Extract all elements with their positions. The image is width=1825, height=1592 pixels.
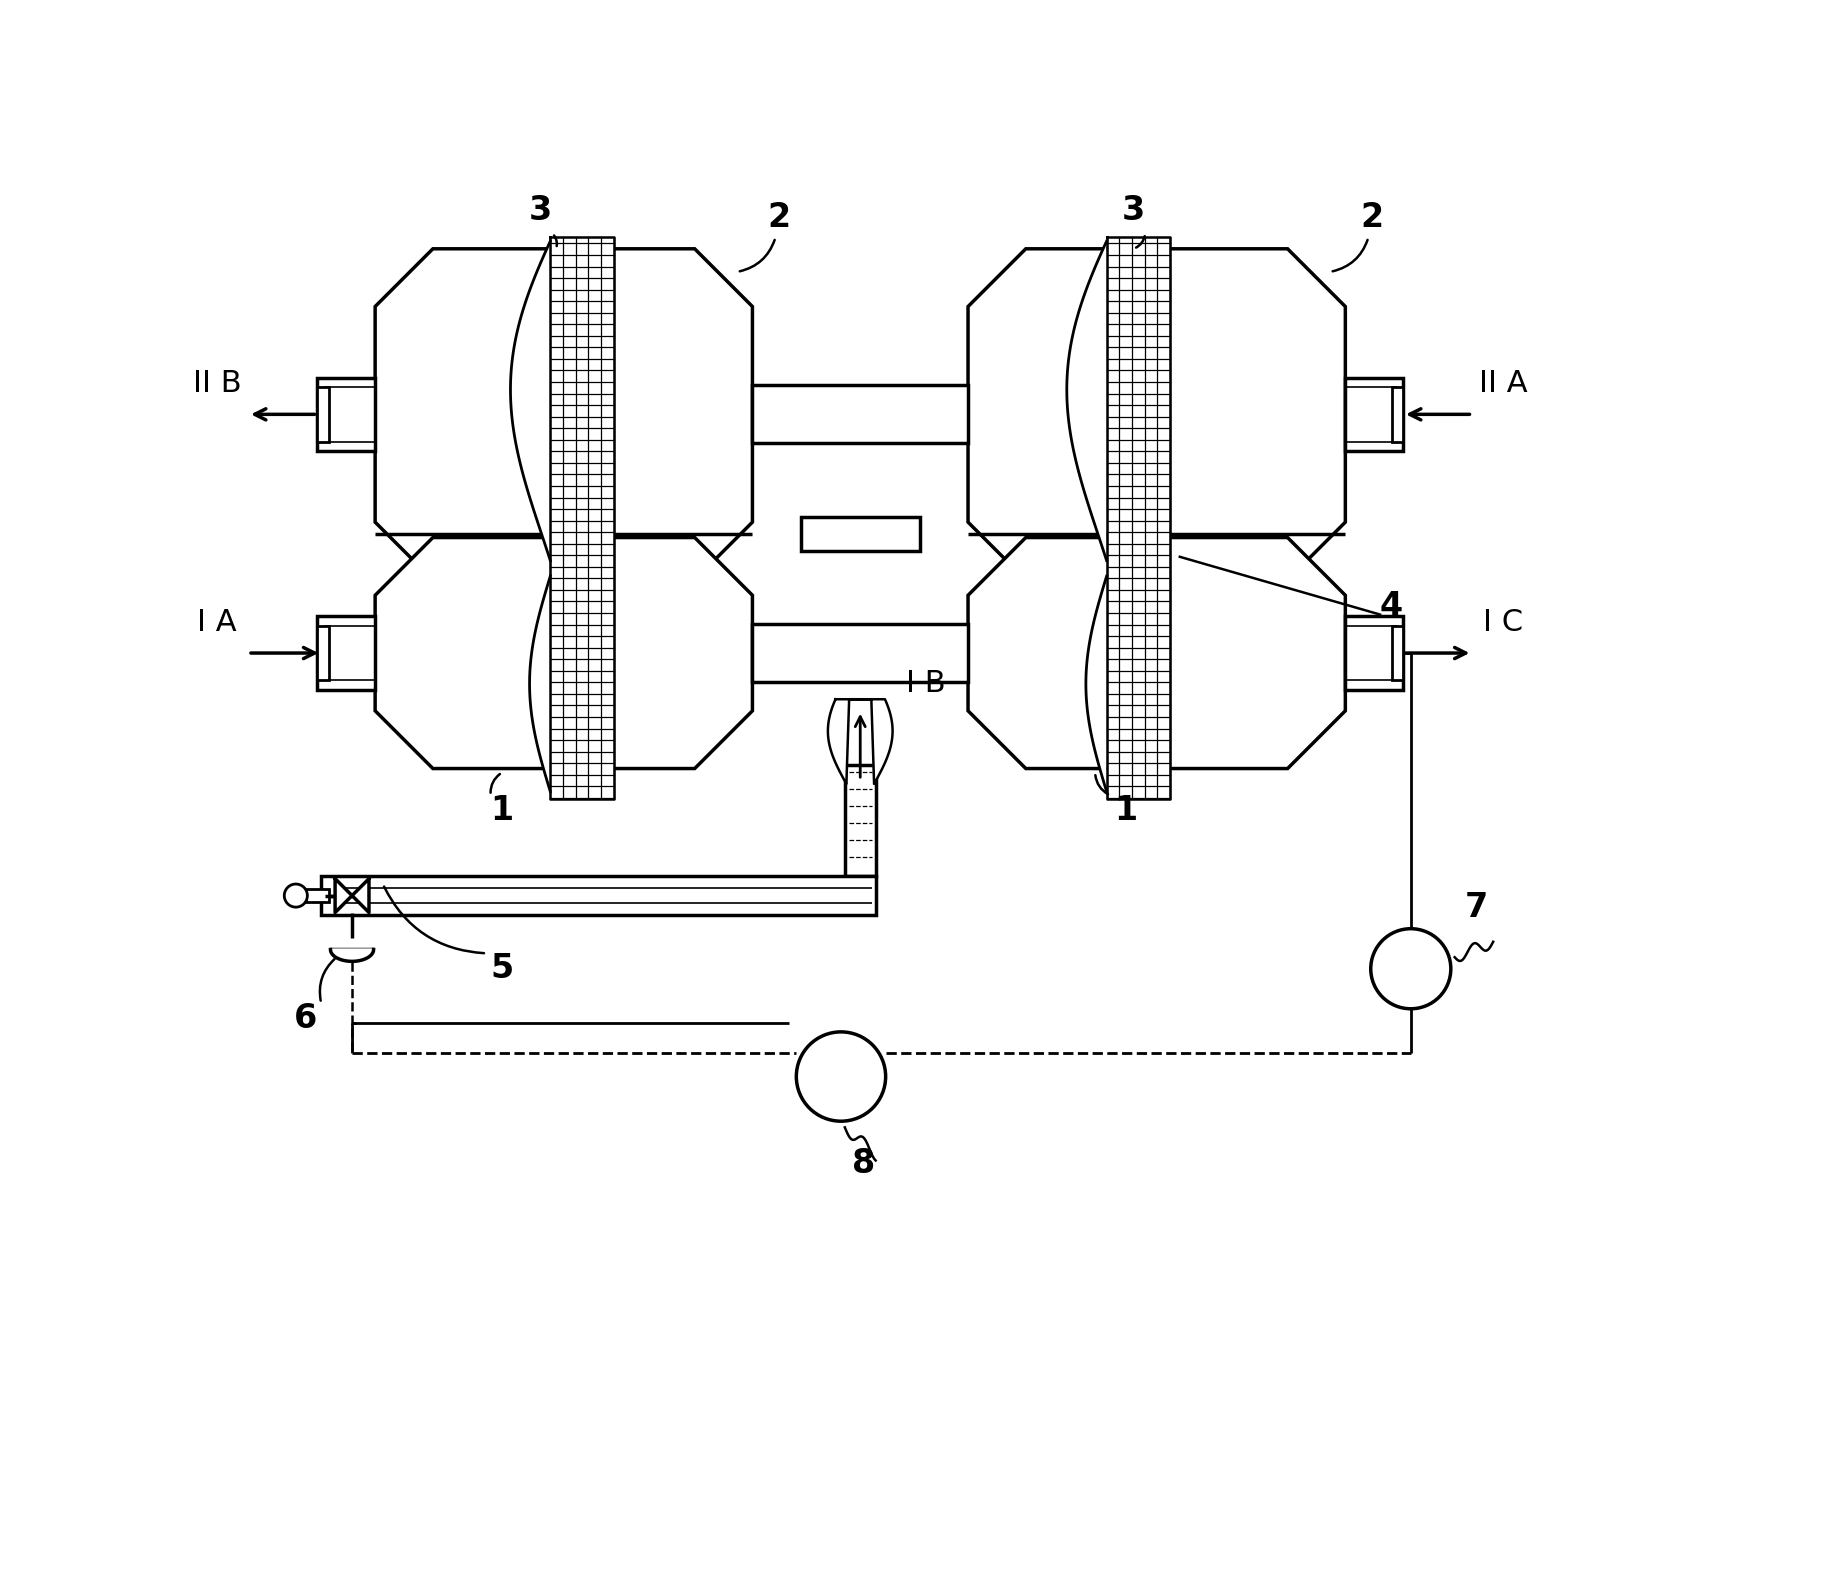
Text: 4: 4 [1380, 591, 1403, 624]
Bar [1345, 377, 1403, 451]
Text: 3: 3 [529, 194, 553, 226]
Text: I A: I A [197, 608, 237, 637]
Polygon shape [1068, 240, 1106, 560]
Text: 7: 7 [1465, 890, 1487, 923]
Bar [1391, 626, 1403, 680]
Bar [801, 517, 920, 551]
Text: 2: 2 [768, 202, 790, 234]
Polygon shape [967, 248, 1345, 579]
Bar [318, 377, 376, 451]
Bar [845, 764, 876, 876]
Text: I B: I B [907, 669, 945, 699]
Bar [752, 624, 967, 681]
Text: TB: TB [1392, 955, 1429, 982]
Circle shape [1371, 928, 1451, 1009]
Text: 5: 5 [491, 952, 515, 985]
Text: 3: 3 [1122, 194, 1146, 226]
Polygon shape [336, 879, 352, 912]
Text: II B: II B [193, 369, 241, 398]
Text: 6: 6 [294, 1003, 318, 1035]
Polygon shape [376, 248, 752, 579]
Text: 8: 8 [852, 1148, 876, 1180]
Bar [318, 616, 376, 689]
Polygon shape [967, 538, 1345, 769]
Polygon shape [551, 237, 613, 799]
Polygon shape [1086, 576, 1106, 791]
Text: 1: 1 [1115, 794, 1137, 828]
Polygon shape [376, 538, 752, 769]
Circle shape [285, 884, 307, 907]
Bar [321, 876, 876, 915]
Bar [318, 387, 328, 441]
Polygon shape [1106, 237, 1170, 799]
Text: I C: I C [1484, 608, 1524, 637]
Text: II A: II A [1478, 369, 1528, 398]
Text: 1: 1 [491, 794, 515, 828]
Polygon shape [352, 879, 369, 912]
Bar [307, 890, 328, 901]
Polygon shape [529, 576, 551, 791]
Circle shape [796, 1032, 885, 1121]
Polygon shape [330, 949, 374, 962]
Bar [1391, 387, 1403, 441]
Polygon shape [829, 699, 892, 783]
Bar [318, 626, 328, 680]
Bar [752, 385, 967, 443]
Text: 2: 2 [1361, 202, 1383, 234]
Text: TRC: TRC [812, 1063, 871, 1089]
Polygon shape [511, 240, 551, 560]
Bar [1345, 616, 1403, 689]
